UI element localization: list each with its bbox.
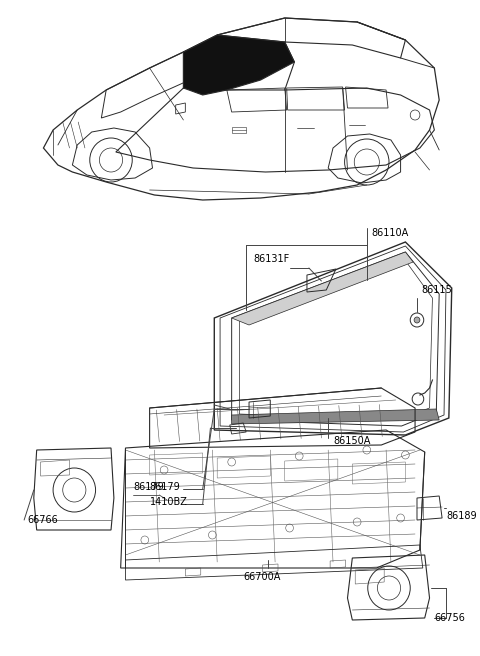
Polygon shape	[232, 409, 439, 424]
Text: 86110A: 86110A	[372, 228, 409, 238]
Circle shape	[414, 317, 420, 323]
Text: 66766: 66766	[27, 515, 58, 525]
Text: 86189: 86189	[446, 511, 477, 521]
Text: 66700A: 66700A	[243, 572, 281, 582]
Polygon shape	[232, 252, 413, 325]
Polygon shape	[183, 35, 294, 95]
Text: 86150A: 86150A	[333, 436, 371, 446]
Text: 86179: 86179	[150, 482, 180, 492]
Text: 86115: 86115	[422, 285, 453, 295]
Text: 66756: 66756	[434, 613, 465, 623]
Text: 86131F: 86131F	[253, 254, 289, 264]
Text: 1410BZ: 1410BZ	[150, 497, 188, 507]
Text: 86179: 86179	[133, 482, 164, 492]
